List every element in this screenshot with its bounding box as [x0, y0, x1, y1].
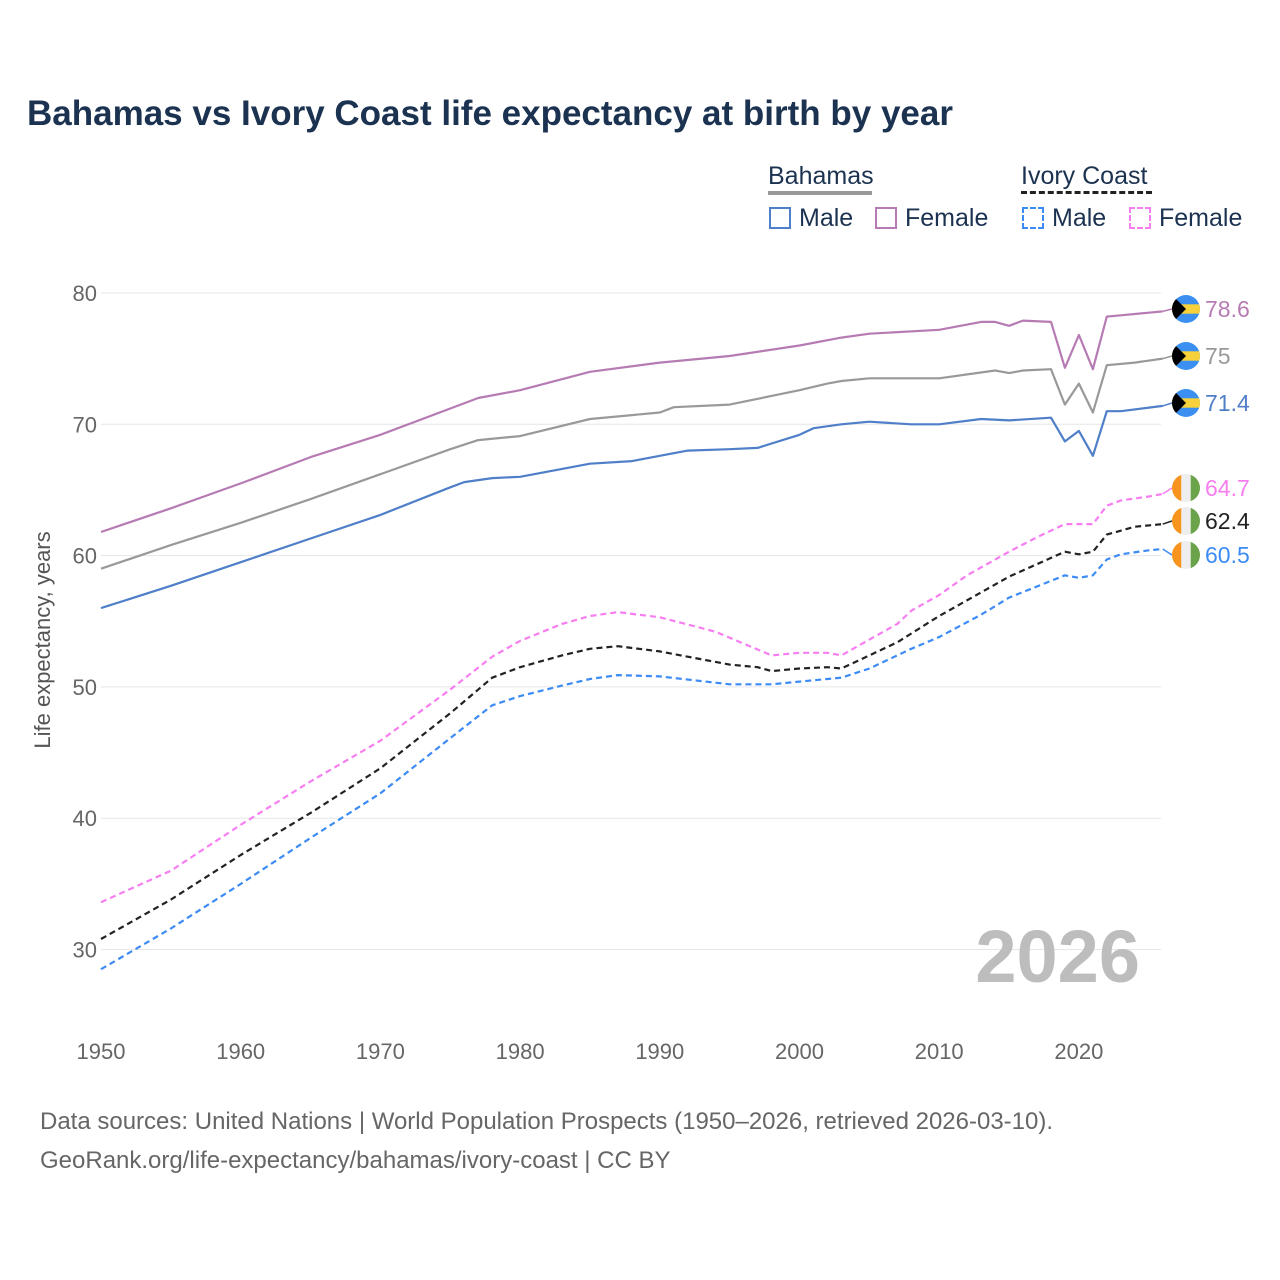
- y-axis-label: Life expectancy, years: [30, 531, 55, 748]
- x-tick-label: 1970: [356, 1039, 405, 1064]
- series-line-ivory-coast-male: [100, 547, 1163, 971]
- end-value-label: 75: [1205, 343, 1231, 369]
- legend-ivory-coast-male: Male: [1052, 204, 1107, 232]
- x-tick-label: 2000: [775, 1039, 824, 1064]
- legend-ivory-coast-female: Female: [1159, 204, 1243, 232]
- series-line-bahamas-female: [100, 310, 1163, 534]
- end-value-label: 60.5: [1205, 542, 1250, 568]
- end-value-label: 78.6: [1205, 296, 1250, 322]
- y-tick-label: 50: [73, 675, 97, 700]
- x-tick-label: 1950: [77, 1039, 126, 1064]
- legend-group-ivory-coast: Ivory Coast: [1021, 162, 1148, 190]
- ivory-coast-flag-icon: [1172, 541, 1200, 569]
- bahamas-flag-icon: [1172, 295, 1200, 323]
- end-connector: [1162, 355, 1173, 360]
- end-value-label: 71.4: [1205, 390, 1250, 416]
- legend-ivory-coast-line: [1021, 191, 1152, 194]
- legend-ivory-coast-male-swatch: [1022, 207, 1044, 229]
- end-connector: [1162, 548, 1173, 556]
- end-connector: [1162, 402, 1173, 407]
- chart-title: Bahamas vs Ivory Coast life expectancy a…: [27, 94, 953, 133]
- end-connector: [1162, 308, 1173, 313]
- y-tick-label: 30: [73, 938, 97, 963]
- legend-bahamas-male: Male: [799, 204, 854, 232]
- y-tick-label: 60: [73, 544, 97, 569]
- ivory-coast-flag-icon: [1172, 507, 1200, 535]
- legend-group-bahamas: Bahamas: [768, 162, 874, 190]
- bahamas-flag-icon: [1172, 389, 1200, 417]
- legend-bahamas-male-swatch: [769, 207, 791, 229]
- y-tick-label: 70: [73, 412, 97, 437]
- x-tick-label: 2020: [1054, 1039, 1103, 1064]
- x-tick-label: 1990: [635, 1039, 684, 1064]
- series-line-ivory-coast: [100, 523, 1163, 940]
- legend-bahamas-female: Female: [905, 204, 989, 232]
- ivory-coast-flag-icon: [1172, 474, 1200, 502]
- legend-ivory-coast-female-swatch: [1129, 207, 1151, 229]
- bahamas-flag-icon: [1172, 342, 1200, 370]
- y-tick-label: 80: [73, 281, 97, 306]
- legend-bahamas-female-swatch: [875, 207, 897, 229]
- footer-sources: Data sources: United Nations | World Pop…: [40, 1108, 1054, 1135]
- y-tick-label: 40: [73, 806, 97, 831]
- series-line-bahamas-male: [100, 404, 1163, 610]
- footer-link[interactable]: GeoRank.org/life-expectancy/bahamas/ivor…: [40, 1147, 671, 1174]
- series-line-bahamas: [100, 357, 1163, 570]
- end-connector: [1162, 487, 1173, 495]
- end-value-label: 64.7: [1205, 475, 1250, 501]
- end-connector: [1162, 520, 1173, 525]
- end-value-label: 62.4: [1205, 508, 1250, 534]
- x-tick-label: 1980: [496, 1039, 545, 1064]
- year-watermark: 2026: [975, 915, 1140, 998]
- legend-bahamas-line: [768, 191, 872, 195]
- x-tick-label: 2010: [915, 1039, 964, 1064]
- x-tick-label: 1960: [216, 1039, 265, 1064]
